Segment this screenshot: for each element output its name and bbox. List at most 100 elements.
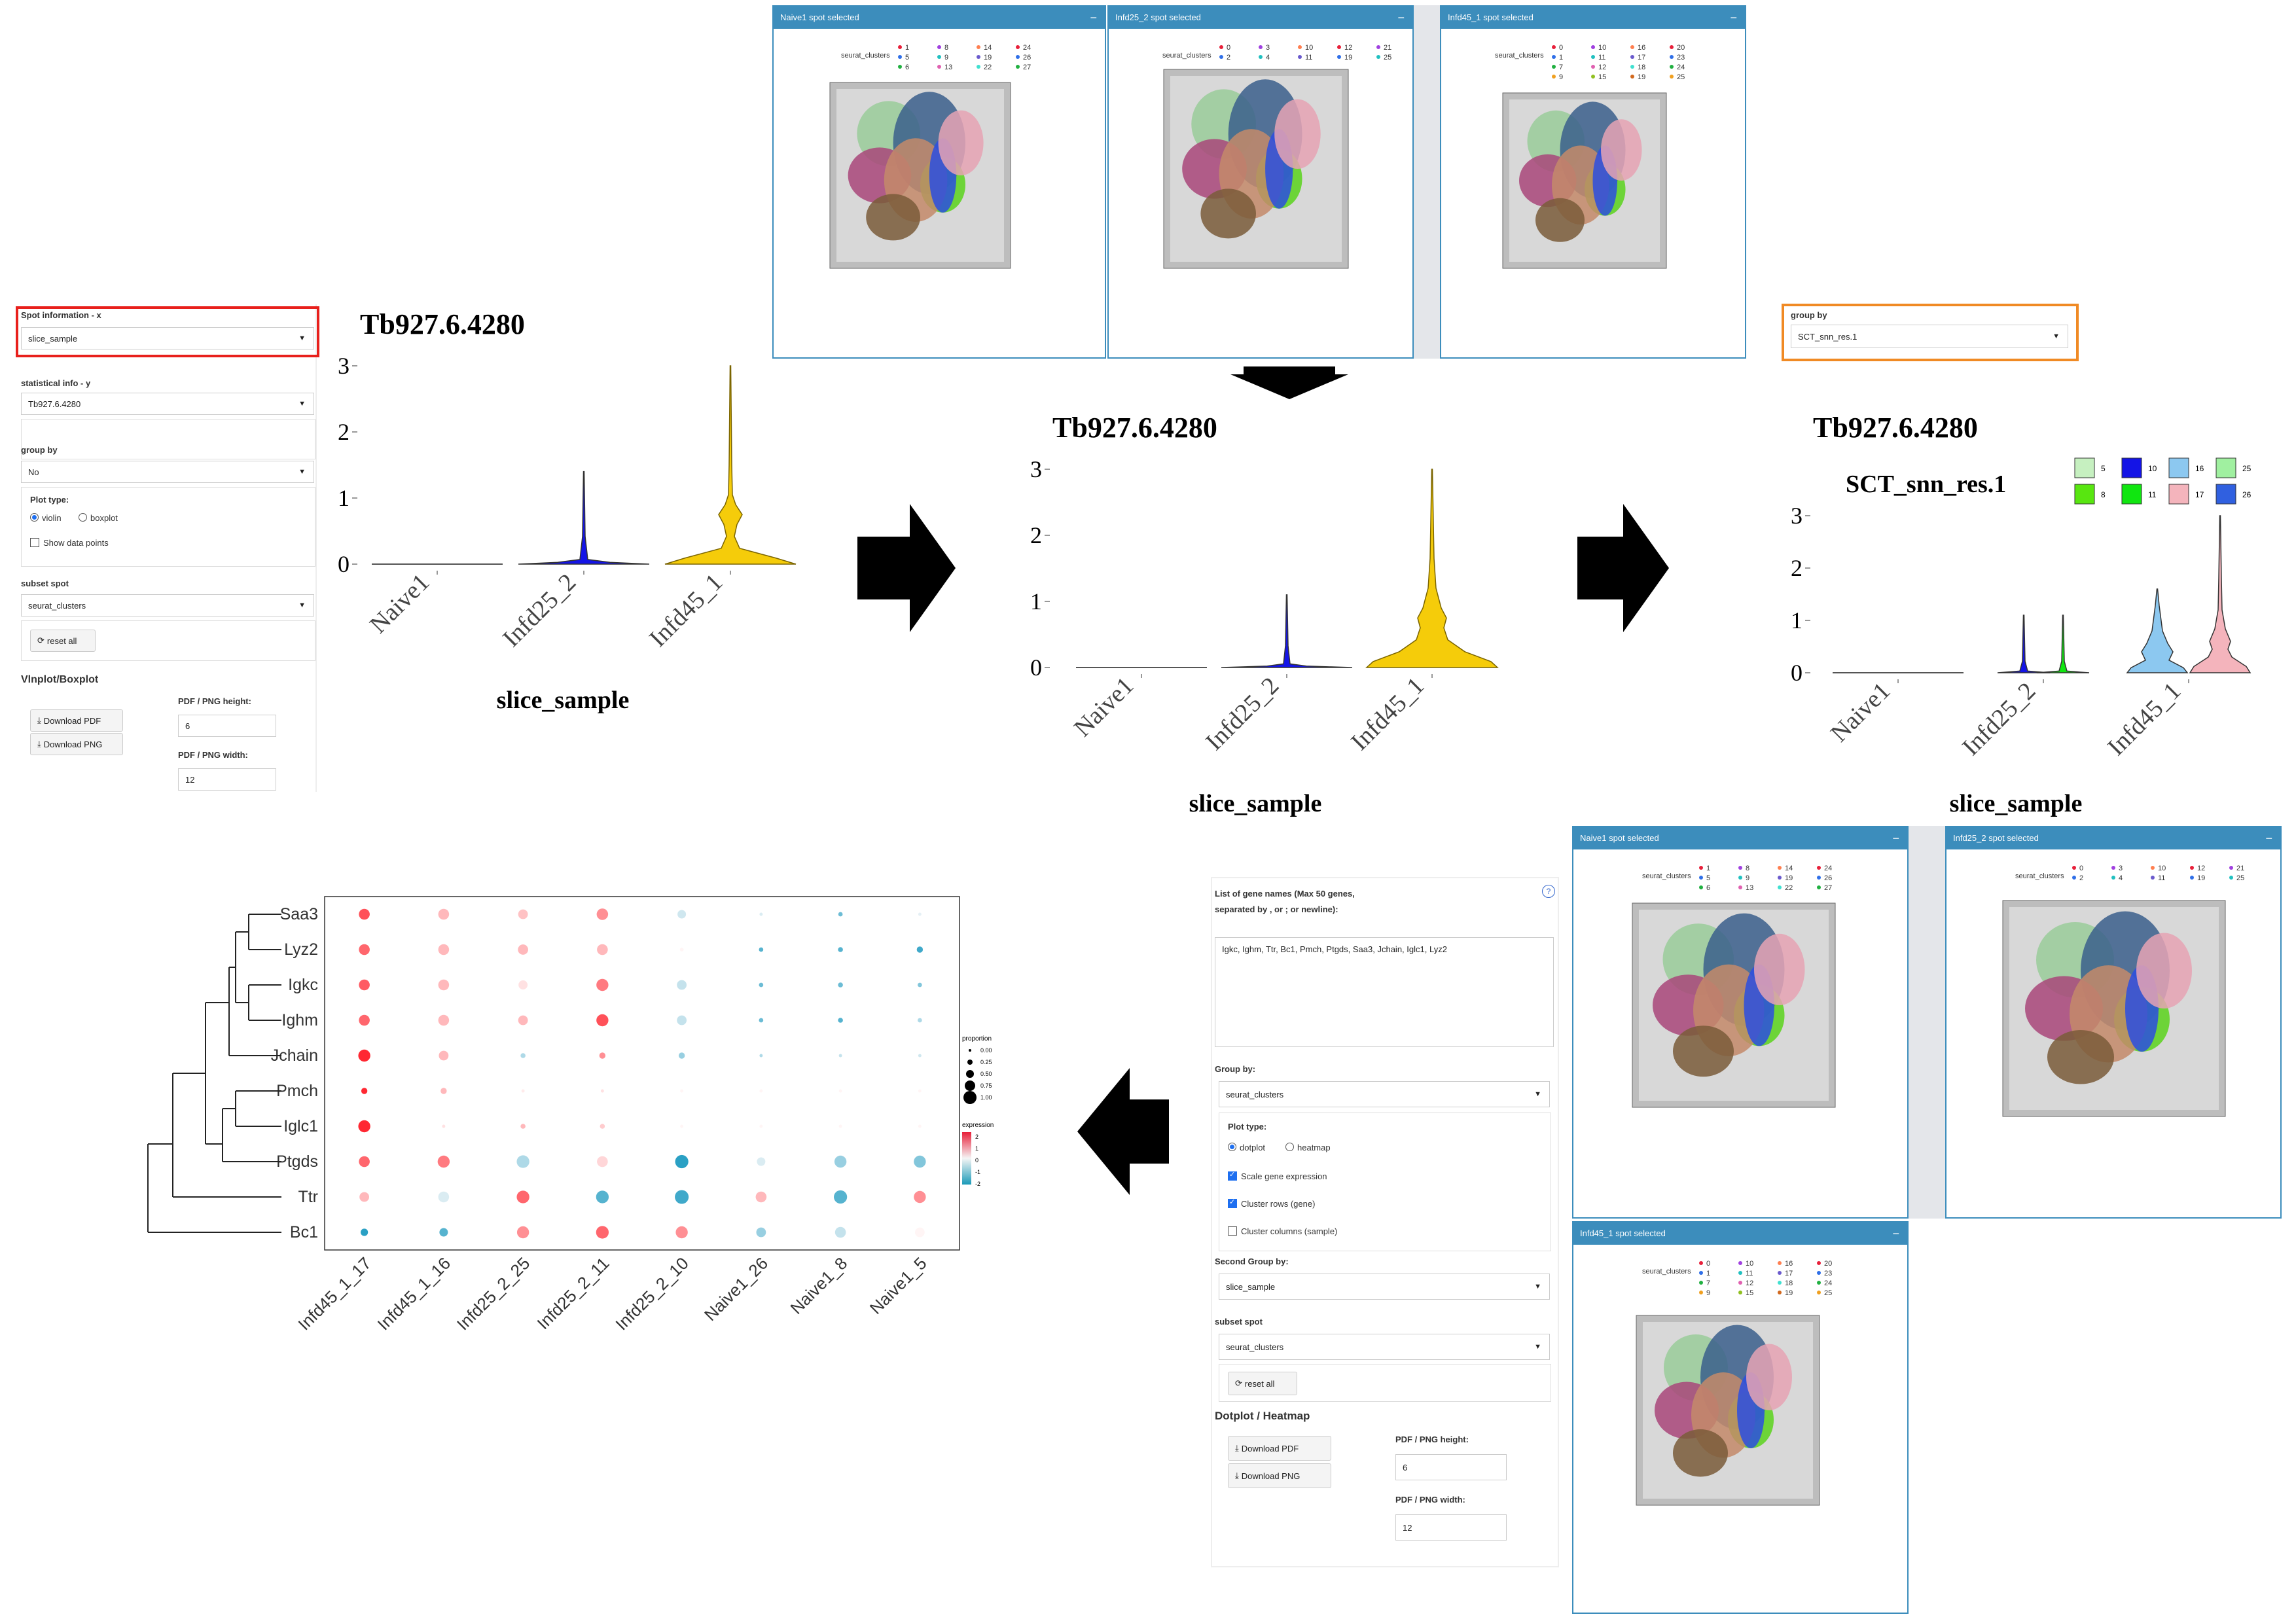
dot: [599, 1052, 606, 1059]
x-axis-label: slice_sample: [497, 687, 630, 714]
panel-title: Naive1 spot selected: [780, 12, 859, 22]
select-value: seurat_clusters: [1226, 1090, 1284, 1099]
group-by-select[interactable]: SCT_snn_res.1 ▼: [1791, 325, 2068, 348]
dot: [440, 1088, 447, 1094]
reset-button[interactable]: ⟳ reset all: [1228, 1372, 1297, 1395]
cluster-cols-checkbox[interactable]: Cluster columns (sample): [1228, 1226, 1337, 1236]
scale-checkbox[interactable]: Scale gene expression: [1228, 1170, 1327, 1181]
legend-label: 11: [2148, 490, 2157, 499]
dot: [680, 1124, 684, 1128]
dot: [756, 1227, 766, 1238]
download-pdf-button[interactable]: ⤓ Download PDF: [1228, 1436, 1331, 1461]
panel-header: Naive1 spot selected −: [1573, 827, 1907, 849]
checkbox-label: Cluster rows (gene): [1241, 1199, 1316, 1209]
button-label: reset all: [1244, 1378, 1275, 1389]
select-value: SCT_snn_res.1: [1798, 332, 1857, 342]
section-title: Dotplot / Heatmap: [1215, 1410, 1310, 1422]
plot-title: Tb927.6.4280: [360, 308, 525, 340]
subset-select[interactable]: seurat_clusters ▼: [21, 594, 314, 616]
minimize-icon[interactable]: −: [1892, 1227, 1899, 1240]
checkbox-checked-icon: [1228, 1170, 1237, 1181]
legend-swatch: [2121, 457, 2142, 478]
dot: [518, 980, 528, 990]
dot: [359, 944, 370, 955]
y-tick-label: 2: [1030, 522, 1042, 548]
select-value: seurat_clusters: [28, 601, 86, 611]
arrow-right-icon: [857, 504, 956, 632]
stat-info-select[interactable]: Tb927.6.4280 ▼: [21, 393, 314, 415]
y-tick-label: 0: [1030, 654, 1042, 681]
minimize-icon[interactable]: −: [1892, 832, 1899, 845]
dot: [361, 1088, 368, 1094]
width-input[interactable]: 12: [1395, 1514, 1507, 1541]
dot: [675, 1190, 689, 1204]
violin-infd45_1: [664, 365, 797, 565]
radio-boxplot[interactable]: boxplot: [79, 513, 118, 523]
legend-swatch: [2215, 457, 2236, 478]
genes-textarea[interactable]: Igkc, Ighm, Ttr, Bc1, Pmch, Ptgds, Saa3,…: [1215, 937, 1554, 1047]
subset-label: subset spot: [21, 579, 69, 588]
dot: [838, 947, 843, 952]
legend-title: proportion: [962, 1035, 992, 1043]
dot: [677, 980, 687, 990]
dot: [757, 1157, 766, 1166]
y-tick-label: 3: [338, 353, 350, 379]
dot: [838, 1018, 843, 1023]
sample-label: Infd45_1_17: [294, 1253, 374, 1334]
reset-button[interactable]: ⟳ reset all: [30, 630, 96, 652]
radio-heatmap[interactable]: heatmap: [1285, 1143, 1331, 1152]
sample-label: Naive1_26: [700, 1253, 772, 1325]
dot: [918, 982, 922, 988]
dot: [358, 1049, 370, 1062]
legend-label: 0.00: [980, 1047, 992, 1054]
sample-label: Infd25_2_25: [453, 1253, 533, 1334]
dot: [834, 1190, 848, 1204]
cluster-rows-checkbox[interactable]: Cluster rows (gene): [1228, 1198, 1316, 1209]
second-group-select[interactable]: slice_sample ▼: [1219, 1274, 1550, 1300]
button-label: Download PNG: [43, 739, 103, 749]
minimize-icon[interactable]: −: [1397, 11, 1405, 24]
dot: [600, 1089, 604, 1093]
checkbox-checked-icon: [1228, 1198, 1237, 1208]
legend-swatch: [2074, 484, 2095, 505]
legend-label: 0: [975, 1157, 978, 1164]
download-png-button[interactable]: ⤓ Download PNG: [30, 733, 123, 755]
group-select[interactable]: seurat_clusters ▼: [1219, 1081, 1550, 1107]
legend-dot: [967, 1060, 973, 1065]
height-input[interactable]: 6: [178, 715, 276, 737]
checkbox-icon: [1228, 1226, 1237, 1236]
download-pdf-button[interactable]: ⤓ Download PDF: [30, 709, 123, 732]
dot: [759, 982, 764, 988]
dot: [914, 1155, 926, 1168]
minimize-icon[interactable]: −: [1730, 11, 1737, 24]
show-points-checkbox[interactable]: Show data points: [30, 538, 109, 548]
radio-label: violin: [42, 513, 62, 523]
height-input[interactable]: 6: [1395, 1454, 1507, 1480]
help-icon[interactable]: ?: [1542, 885, 1555, 898]
dot: [914, 1190, 926, 1204]
panel-header: Infd45_1 spot selected −: [1441, 7, 1745, 29]
spot-info-select[interactable]: slice_sample ▼: [21, 327, 314, 349]
width-input[interactable]: 12: [178, 768, 276, 791]
dot: [439, 1050, 449, 1061]
caret-down-icon: ▼: [298, 601, 306, 609]
gene-label: Ptgds: [276, 1152, 318, 1171]
legend-swatch: [2215, 484, 2236, 505]
dot: [359, 1192, 370, 1202]
download-icon: ⤓: [1235, 1443, 1239, 1453]
group-by-select[interactable]: No ▼: [21, 461, 314, 483]
legend-dot: [966, 1070, 974, 1078]
download-png-button[interactable]: ⤓ Download PNG: [1228, 1463, 1331, 1488]
caret-down-icon: ▼: [298, 468, 306, 476]
radio-violin[interactable]: violin: [30, 513, 62, 523]
radio-dotplot[interactable]: dotplot: [1228, 1143, 1265, 1152]
caret-down-icon: ▼: [1534, 1283, 1541, 1291]
minimize-icon[interactable]: −: [1090, 11, 1097, 24]
dot: [520, 1124, 526, 1129]
dot: [438, 908, 450, 920]
minimize-icon[interactable]: −: [2265, 832, 2272, 845]
dot: [675, 1154, 689, 1169]
subset-select[interactable]: seurat_clusters ▼: [1219, 1334, 1550, 1360]
spatial-panel-top-1: Naive1 spot selected −: [772, 5, 1106, 359]
